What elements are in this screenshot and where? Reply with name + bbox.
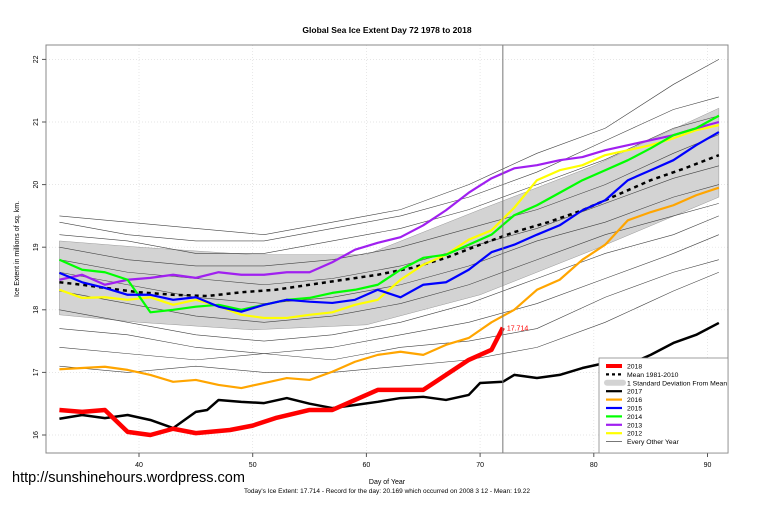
legend-label: 2014: [627, 414, 642, 421]
legend-label: Mean 1981-2010: [627, 372, 679, 379]
other-year-line: [59, 184, 719, 304]
legend-item: 2012: [606, 431, 642, 438]
other-year-line: [59, 259, 719, 361]
series-line-2012: [59, 124, 720, 320]
legend-label: 2018: [627, 364, 642, 371]
other-year-line: [59, 234, 719, 354]
y-tick-label: 16: [33, 431, 40, 439]
x-tick-label: 90: [704, 462, 712, 469]
x-axis-label: Day of Year: [369, 479, 406, 486]
y-axis-label: Ice Extent in millions of sq. km.: [14, 201, 21, 297]
series-line-2016: [59, 186, 720, 390]
series-line-2013: [59, 120, 720, 286]
plot-frame: [45, 44, 729, 454]
y-tick-label: 19: [33, 243, 40, 251]
legend-label: 2016: [627, 397, 642, 404]
legend-item: 2013: [606, 422, 642, 429]
legend-item: Every Other Year: [606, 439, 679, 446]
x-tick-label: 70: [476, 462, 484, 469]
legend-item: Mean 1981-2010: [606, 372, 679, 379]
legend-label: Every Other Year: [627, 439, 679, 446]
other-year-line: [59, 59, 720, 235]
other-year-line: [59, 215, 719, 342]
other-year-line: [59, 96, 719, 242]
legend-item: 2017: [606, 389, 642, 396]
legend-item: 1 Standard Deviation From Mean: [604, 379, 727, 387]
other-year-line: [59, 203, 719, 323]
y-tick-label: 22: [33, 55, 40, 63]
other-year-line: [59, 271, 719, 373]
legend-label: 2017: [627, 389, 642, 396]
y-tick-label: 17: [33, 368, 40, 376]
other-year-line: [59, 134, 719, 267]
y-tick-label: 20: [33, 181, 40, 189]
series-line-2018: [59, 326, 505, 438]
x-tick-label: 60: [363, 462, 371, 469]
legend-label: 1 Standard Deviation From Mean: [627, 380, 727, 387]
legend-label: 2015: [627, 406, 642, 413]
legend-item: 2014: [606, 414, 642, 421]
legend-swatch: [604, 379, 626, 386]
x-tick-label: 50: [249, 462, 257, 469]
series-line-2015: [58, 131, 720, 313]
legend-label: 2012: [627, 431, 642, 438]
legend-label: 2013: [627, 422, 642, 429]
legend-item: 2015: [606, 406, 642, 413]
legend-item: 2016: [606, 397, 642, 404]
x-tick-label: 80: [590, 462, 598, 469]
sd-band: [59, 107, 720, 331]
x-tick-label: 40: [135, 462, 143, 469]
legend-item: 2018: [606, 364, 642, 371]
y-tick-label: 18: [33, 306, 40, 314]
annotation-label: 17.714: [507, 326, 529, 333]
watermark-url: http://sunshinehours.wordpress.com: [12, 470, 245, 486]
series-line-2014: [58, 114, 720, 314]
footer-text: Today's Ice Extent: 17.714 - Record for …: [244, 488, 530, 495]
other-year-line: [59, 165, 719, 286]
y-tick-label: 21: [33, 118, 40, 126]
chart-title: Global Sea Ice Extent Day 72 1978 to 201…: [302, 25, 471, 35]
